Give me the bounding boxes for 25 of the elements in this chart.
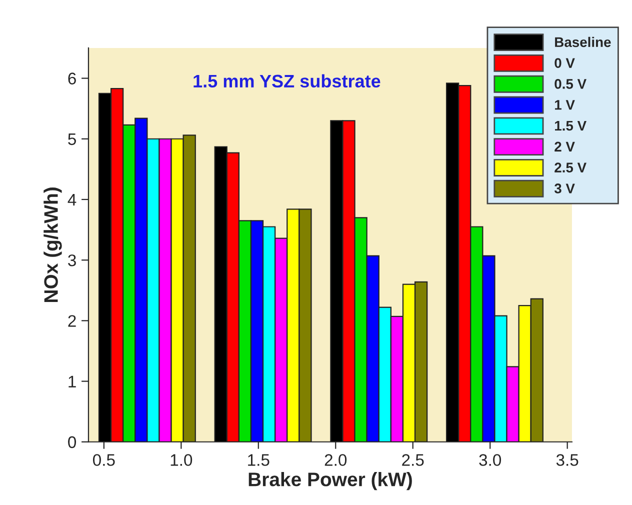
y-axis-title: NOx (g/kWh) bbox=[44, 188, 62, 302]
legend-label: Baseline bbox=[555, 36, 611, 48]
x-tick-label: 2.0 bbox=[324, 454, 347, 466]
legend-label: 3 V bbox=[554, 184, 575, 194]
y-tick-label: 0 bbox=[68, 436, 76, 448]
legend-label: 1 V bbox=[555, 100, 575, 110]
x-tick-label: 0.5 bbox=[92, 454, 115, 466]
y-tick-label: 6 bbox=[68, 72, 76, 84]
legend-label: 1.5 V bbox=[555, 120, 586, 131]
legend-label: 2 V bbox=[554, 142, 575, 152]
x-tick-label: 2.5 bbox=[402, 454, 424, 466]
annotation: 1.5 mm YSZ substrate bbox=[194, 74, 380, 88]
legend-label: 0.5 V bbox=[554, 79, 586, 89]
x-axis-title: Brake Power (kW) bbox=[248, 472, 412, 490]
y-tick-label: 2 bbox=[68, 315, 76, 327]
legend-label: 0 V bbox=[554, 58, 575, 68]
y-tick-label: 4 bbox=[68, 194, 76, 206]
x-tick-label: 1.5 bbox=[248, 454, 270, 466]
y-tick-label: 1 bbox=[68, 376, 76, 388]
legend-label: 2.5 V bbox=[554, 162, 586, 172]
y-tick-label: 5 bbox=[68, 133, 76, 146]
x-tick-label: 3.5 bbox=[556, 454, 578, 466]
x-tick-label: 1.0 bbox=[170, 454, 192, 466]
x-tick-label: 3.0 bbox=[479, 454, 502, 466]
y-tick-label: 3 bbox=[68, 254, 76, 266]
